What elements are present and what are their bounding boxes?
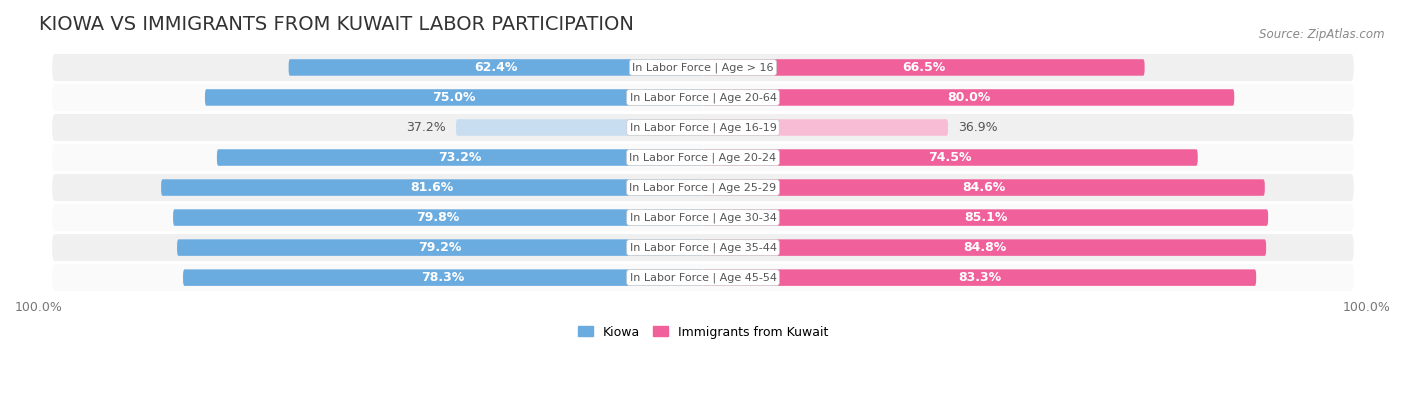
FancyBboxPatch shape <box>52 54 1354 81</box>
FancyBboxPatch shape <box>52 114 1354 141</box>
Text: 66.5%: 66.5% <box>903 61 945 74</box>
Text: 75.0%: 75.0% <box>432 91 475 104</box>
FancyBboxPatch shape <box>456 119 703 136</box>
Text: 83.3%: 83.3% <box>957 271 1001 284</box>
FancyBboxPatch shape <box>703 119 948 136</box>
Text: 84.6%: 84.6% <box>962 181 1005 194</box>
FancyBboxPatch shape <box>703 179 1265 196</box>
Text: 78.3%: 78.3% <box>422 271 464 284</box>
FancyBboxPatch shape <box>52 264 1354 291</box>
Text: In Labor Force | Age 20-24: In Labor Force | Age 20-24 <box>630 152 776 163</box>
FancyBboxPatch shape <box>703 89 1234 106</box>
Text: In Labor Force | Age > 16: In Labor Force | Age > 16 <box>633 62 773 73</box>
Text: In Labor Force | Age 45-54: In Labor Force | Age 45-54 <box>630 273 776 283</box>
FancyBboxPatch shape <box>52 174 1354 201</box>
FancyBboxPatch shape <box>173 209 703 226</box>
Legend: Kiowa, Immigrants from Kuwait: Kiowa, Immigrants from Kuwait <box>572 321 834 344</box>
FancyBboxPatch shape <box>703 209 1268 226</box>
FancyBboxPatch shape <box>162 179 703 196</box>
FancyBboxPatch shape <box>703 149 1198 166</box>
FancyBboxPatch shape <box>703 269 1256 286</box>
Text: 81.6%: 81.6% <box>411 181 454 194</box>
Text: In Labor Force | Age 30-34: In Labor Force | Age 30-34 <box>630 213 776 223</box>
Text: 80.0%: 80.0% <box>946 91 990 104</box>
Text: In Labor Force | Age 16-19: In Labor Force | Age 16-19 <box>630 122 776 133</box>
Text: 37.2%: 37.2% <box>406 121 446 134</box>
FancyBboxPatch shape <box>703 239 1267 256</box>
Text: 79.2%: 79.2% <box>419 241 461 254</box>
Text: In Labor Force | Age 25-29: In Labor Force | Age 25-29 <box>630 182 776 193</box>
FancyBboxPatch shape <box>52 84 1354 111</box>
FancyBboxPatch shape <box>52 204 1354 231</box>
Text: 73.2%: 73.2% <box>439 151 482 164</box>
FancyBboxPatch shape <box>288 59 703 76</box>
Text: 74.5%: 74.5% <box>928 151 972 164</box>
FancyBboxPatch shape <box>177 239 703 256</box>
FancyBboxPatch shape <box>205 89 703 106</box>
Text: In Labor Force | Age 20-64: In Labor Force | Age 20-64 <box>630 92 776 103</box>
Text: 84.8%: 84.8% <box>963 241 1007 254</box>
Text: 79.8%: 79.8% <box>416 211 460 224</box>
Text: Source: ZipAtlas.com: Source: ZipAtlas.com <box>1260 28 1385 41</box>
FancyBboxPatch shape <box>52 234 1354 261</box>
Text: 85.1%: 85.1% <box>965 211 1007 224</box>
Text: In Labor Force | Age 35-44: In Labor Force | Age 35-44 <box>630 243 776 253</box>
FancyBboxPatch shape <box>703 59 1144 76</box>
Text: 62.4%: 62.4% <box>474 61 517 74</box>
FancyBboxPatch shape <box>183 269 703 286</box>
FancyBboxPatch shape <box>52 144 1354 171</box>
Text: 36.9%: 36.9% <box>957 121 998 134</box>
FancyBboxPatch shape <box>217 149 703 166</box>
Text: KIOWA VS IMMIGRANTS FROM KUWAIT LABOR PARTICIPATION: KIOWA VS IMMIGRANTS FROM KUWAIT LABOR PA… <box>39 15 634 34</box>
